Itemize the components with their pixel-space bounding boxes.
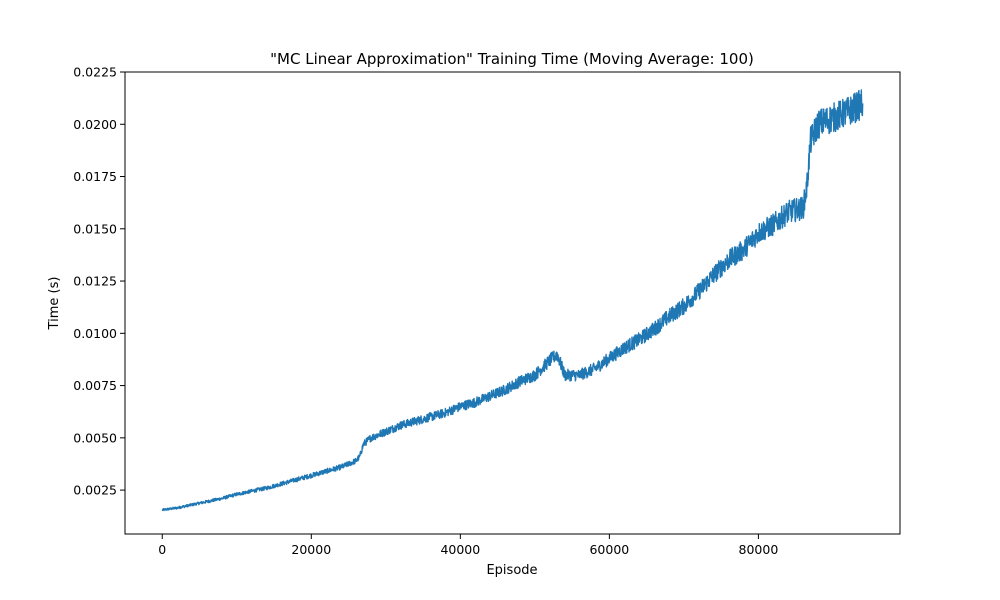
y-tick-label: 0.0225 xyxy=(73,65,117,80)
x-tick-label: 60000 xyxy=(589,542,629,557)
y-tick-label: 0.0075 xyxy=(73,378,117,393)
x-tick-label: 80000 xyxy=(739,542,779,557)
x-tick-label: 20000 xyxy=(291,542,331,557)
x-tick-label: 40000 xyxy=(440,542,480,557)
series-line xyxy=(161,89,864,512)
y-axis: 0.0025 0.0050 0.0075 0.0100 0.0125 0.0150 0.01… xyxy=(73,65,125,498)
x-axis-label: Episode xyxy=(486,563,537,578)
y-axis-label: Time (s) xyxy=(47,277,62,331)
chart-title: "MC Linear Approximation" Training Time … xyxy=(270,50,754,68)
x-tick-label: 0 xyxy=(158,542,166,557)
y-tick-label: 0.0200 xyxy=(73,117,117,132)
plot-area xyxy=(161,89,864,512)
y-tick-label: 0.0100 xyxy=(73,326,117,341)
y-tick-label: 0.0050 xyxy=(73,430,117,445)
y-tick-label: 0.0150 xyxy=(73,221,117,236)
y-tick-label: 0.0025 xyxy=(73,483,117,498)
y-tick-label: 0.0175 xyxy=(73,169,117,184)
x-axis: 0 20000 40000 60000 80000 xyxy=(158,534,778,557)
plot-frame xyxy=(124,71,901,535)
y-tick-label: 0.0125 xyxy=(73,274,117,289)
